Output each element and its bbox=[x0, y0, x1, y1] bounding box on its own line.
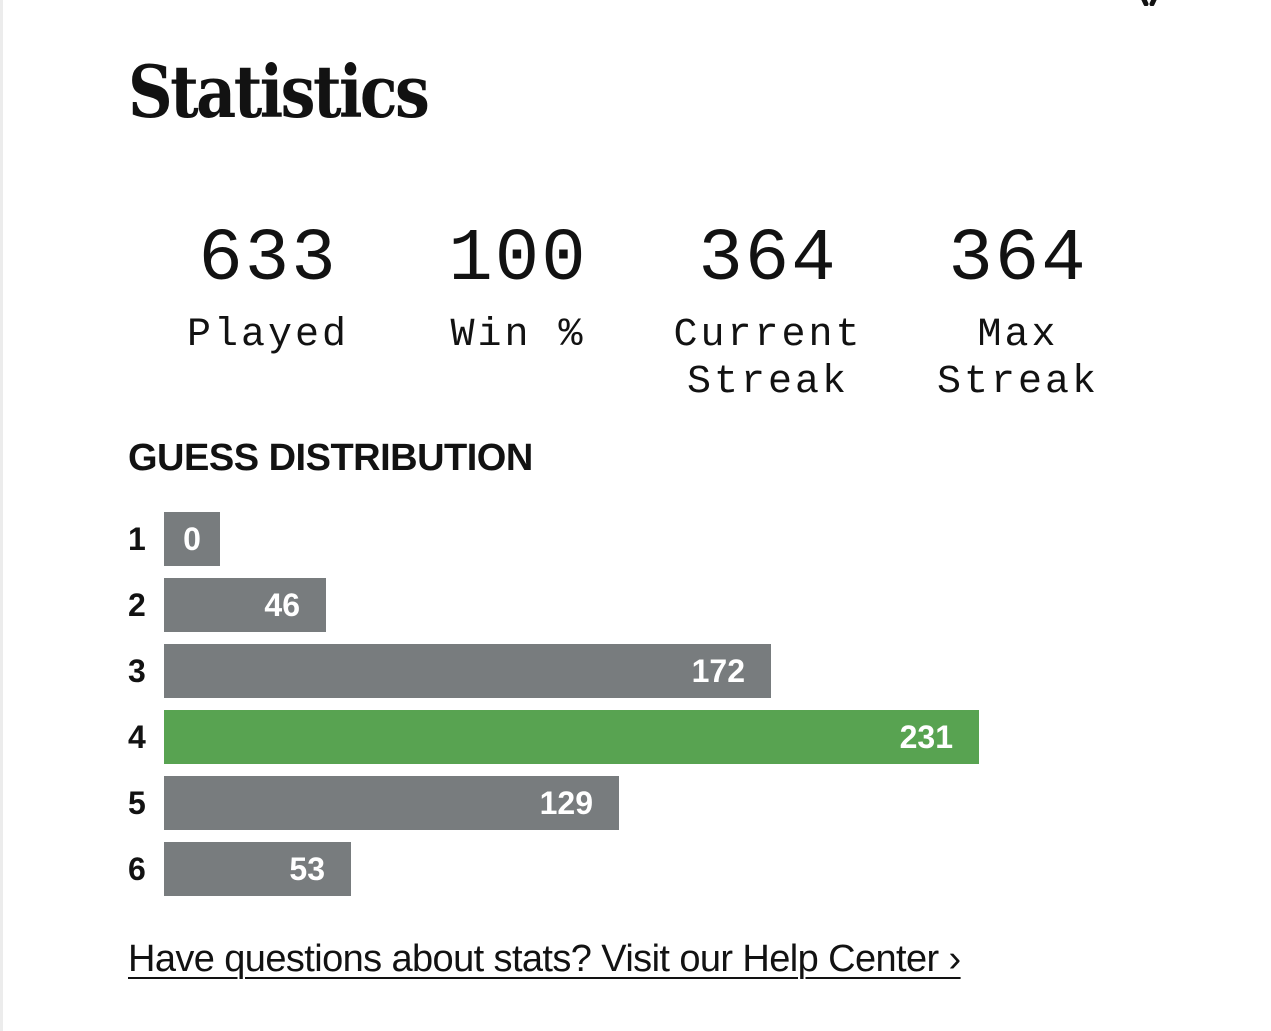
guess-number: 6 bbox=[128, 851, 146, 887]
modal-left-border bbox=[0, 0, 3, 1031]
guess-number: 4 bbox=[128, 719, 146, 755]
guess-number: 1 bbox=[128, 521, 146, 557]
distribution-bar: 129 bbox=[164, 776, 619, 830]
stat-win-percent: 100 Win % bbox=[393, 220, 643, 406]
guess-number: 2 bbox=[128, 587, 146, 623]
stat-label: Played bbox=[186, 313, 350, 358]
distribution-row: 6 53 bbox=[128, 842, 1128, 896]
guess-number: 3 bbox=[128, 653, 146, 689]
stats-row: 633 Played 100 Win % 364 Current Streak … bbox=[143, 220, 1143, 406]
stat-value: 364 bbox=[698, 218, 838, 302]
stat-value: 364 bbox=[948, 218, 1088, 302]
distribution-row: 4 231 bbox=[128, 710, 1128, 764]
stat-max-streak: 364 Max Streak bbox=[893, 220, 1143, 406]
stat-played: 633 Played bbox=[143, 220, 393, 406]
stat-value: 100 bbox=[448, 218, 588, 302]
stat-label: Max Streak bbox=[936, 313, 1100, 405]
distribution-bar: 53 bbox=[164, 842, 351, 896]
distribution-row: 1 0 bbox=[128, 512, 1128, 566]
distribution-bar: 46 bbox=[164, 578, 326, 632]
stat-value: 633 bbox=[198, 218, 338, 302]
distribution-row: 2 46 bbox=[128, 578, 1128, 632]
help-center-link[interactable]: Have questions about stats? Visit our He… bbox=[128, 938, 961, 980]
stat-label: Current Streak bbox=[673, 313, 863, 405]
distribution-bar: 0 bbox=[164, 512, 220, 566]
distribution-row: 3 172 bbox=[128, 644, 1128, 698]
page-title: Statistics bbox=[128, 49, 430, 134]
distribution-row: 5 129 bbox=[128, 776, 1128, 830]
guess-number: 5 bbox=[128, 785, 146, 821]
distribution-bar: 172 bbox=[164, 644, 771, 698]
stat-current-streak: 364 Current Streak bbox=[643, 220, 893, 406]
stat-label: Win % bbox=[450, 313, 586, 358]
guess-distribution-heading: GUESS DISTRIBUTION bbox=[128, 437, 533, 479]
close-icon[interactable] bbox=[1122, 0, 1176, 6]
distribution-bar: 231 bbox=[164, 710, 979, 764]
